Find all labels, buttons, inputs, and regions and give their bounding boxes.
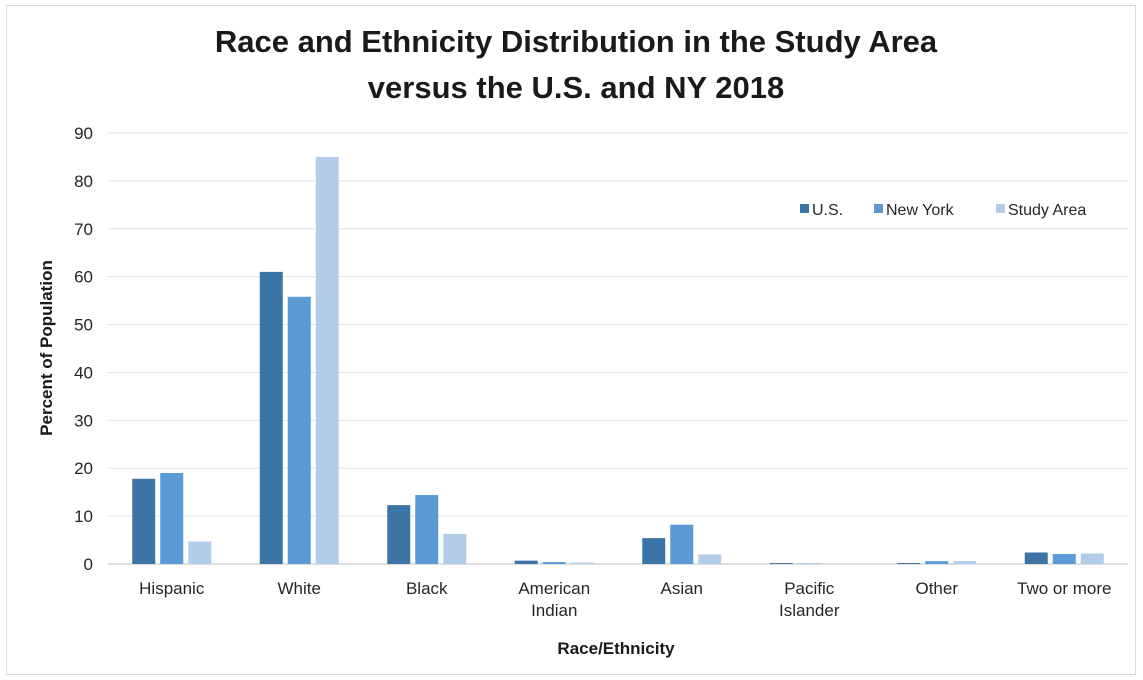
x-axis-title: Race/Ethnicity [557, 639, 675, 658]
bar [670, 524, 694, 564]
chart-title: Race and Ethnicity Distribution in the S… [215, 24, 938, 105]
x-tick-label-line: Black [406, 579, 448, 598]
x-tick-label-line: American [518, 579, 590, 598]
legend: U.S. New York Study Area [800, 202, 1086, 219]
bar [443, 533, 467, 564]
legend-swatch [800, 204, 809, 213]
bar [188, 541, 212, 564]
x-tick-label: Asian [660, 579, 703, 598]
y-tick-label: 0 [84, 555, 93, 574]
y-axis-title: Percent of Population [37, 260, 56, 436]
y-tick-label: 10 [74, 507, 93, 526]
chart-title-line-2: versus the U.S. and NY 2018 [368, 70, 784, 105]
legend-item: New York [874, 202, 955, 219]
legend-swatch [874, 204, 883, 213]
x-tick-label-line: Islander [779, 601, 840, 620]
x-tick-label: Two or more [1017, 579, 1111, 598]
legend-label: U.S. [812, 202, 843, 219]
x-tick-label-line: Indian [531, 601, 577, 620]
y-axis-ticks: 0 10 20 30 40 50 60 70 80 90 [74, 124, 93, 574]
x-tick-label-line: Other [915, 579, 958, 598]
legend-item: U.S. [800, 202, 843, 219]
x-tick-label-line: Hispanic [139, 579, 205, 598]
y-tick-label: 40 [74, 363, 93, 382]
bar [160, 473, 184, 564]
bar [642, 538, 666, 564]
bar [542, 562, 566, 564]
x-tick-label-line: White [278, 579, 321, 598]
y-tick-label: 80 [74, 172, 93, 191]
bars [132, 156, 1104, 564]
x-tick-label: American Indian [518, 579, 590, 620]
legend-label: Study Area [1008, 202, 1086, 219]
x-tick-label: Hispanic [139, 579, 205, 598]
bar [415, 495, 439, 564]
legend-item: Study Area [996, 202, 1086, 219]
bar [570, 562, 594, 564]
x-tick-label-line: Two or more [1017, 579, 1111, 598]
legend-label: New York [886, 202, 955, 219]
bar [1024, 552, 1048, 564]
y-tick-label: 70 [74, 220, 93, 239]
y-tick-label: 30 [74, 411, 93, 430]
bar [953, 561, 977, 564]
x-axis-ticks: Hispanic White Black American Indian Asian Pac… [139, 579, 1111, 620]
bar [514, 560, 538, 564]
y-tick-label: 50 [74, 316, 93, 335]
x-tick-label: Other [915, 579, 958, 598]
chart-title-line-1: Race and Ethnicity Distribution in the S… [215, 24, 938, 59]
bar [769, 563, 793, 564]
bar [925, 561, 949, 564]
bar [1080, 553, 1104, 564]
bar [259, 271, 283, 564]
bar [287, 296, 311, 564]
legend-swatch [996, 204, 1005, 213]
y-tick-label: 60 [74, 268, 93, 287]
x-tick-label-line: Pacific [784, 579, 835, 598]
y-tick-label: 90 [74, 124, 93, 143]
x-tick-label: White [278, 579, 321, 598]
x-tick-label: Black [406, 579, 448, 598]
bar [1052, 553, 1076, 564]
bar [698, 554, 722, 564]
x-tick-label: Pacific Islander [779, 579, 840, 620]
x-tick-label-line: Asian [660, 579, 703, 598]
bar [315, 156, 339, 564]
bar [897, 563, 921, 564]
bar [387, 505, 411, 564]
bar [132, 478, 156, 564]
y-tick-label: 20 [74, 459, 93, 478]
